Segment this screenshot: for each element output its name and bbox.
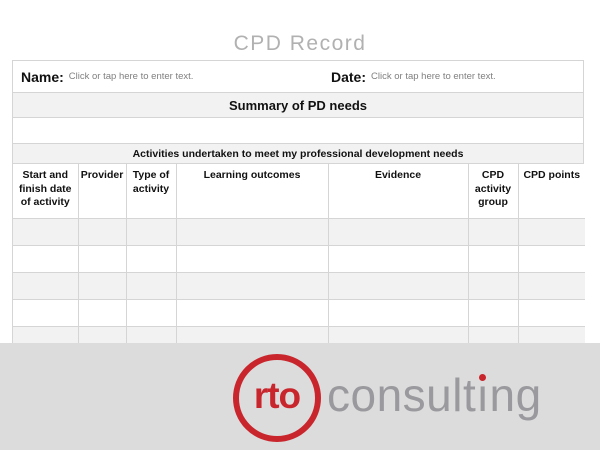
table-row xyxy=(13,218,585,246)
name-input-placeholder[interactable]: Click or tap here to enter text. xyxy=(68,71,194,82)
name-field-group: Name: Click or tap here to enter text. xyxy=(21,61,193,92)
cpd-record-form: Name: Click or tap here to enter text. D… xyxy=(12,60,585,354)
logo-circle-text: rto xyxy=(253,375,301,416)
column-header-cpd-activity-group: CPD activity group xyxy=(468,164,519,219)
activities-section-header: Activities undertaken to meet my profess… xyxy=(13,144,583,164)
name-label: Name: xyxy=(21,68,64,85)
table-cell[interactable] xyxy=(126,245,177,273)
activities-table: Start and finish date of activity Provid… xyxy=(13,164,585,353)
table-cell[interactable] xyxy=(78,245,127,273)
table-cell[interactable] xyxy=(518,299,585,327)
table-cell[interactable] xyxy=(176,245,329,273)
table-cell[interactable] xyxy=(176,299,329,327)
table-cell[interactable] xyxy=(78,299,127,327)
table-cell[interactable] xyxy=(13,299,79,327)
red-dot-icon xyxy=(479,373,487,381)
logo-letter-i: ı xyxy=(476,372,489,418)
date-field-group: Date: Click or tap here to enter text. xyxy=(331,61,496,92)
column-header-start-finish-date: Start and finish date of activity xyxy=(13,164,79,219)
table-cell[interactable] xyxy=(13,245,79,273)
table-row xyxy=(13,299,585,327)
table-row xyxy=(13,272,585,300)
table-cell[interactable] xyxy=(13,218,79,246)
table-cell[interactable] xyxy=(328,245,469,273)
column-header-provider: Provider xyxy=(78,164,127,219)
table-cell[interactable] xyxy=(78,272,127,300)
date-label: Date: xyxy=(331,68,367,85)
table-cell[interactable] xyxy=(126,218,177,246)
date-input-placeholder[interactable]: Click or tap here to enter text. xyxy=(371,71,496,82)
table-cell[interactable] xyxy=(518,218,585,246)
name-date-row: Name: Click or tap here to enter text. D… xyxy=(13,61,583,93)
table-cell[interactable] xyxy=(176,272,329,300)
table-cell[interactable] xyxy=(13,272,79,300)
logo-wordmark: consultı ng xyxy=(327,372,542,418)
footer-band: rto consultı ng xyxy=(0,343,600,450)
table-cell[interactable] xyxy=(126,272,177,300)
summary-of-pd-needs-header: Summary of PD needs xyxy=(13,93,583,118)
table-cell[interactable] xyxy=(176,218,329,246)
logo-word-part1: consult xyxy=(327,368,477,421)
table-cell[interactable] xyxy=(468,245,519,273)
column-header-evidence: Evidence xyxy=(328,164,469,219)
table-cell[interactable] xyxy=(78,218,127,246)
logo-dotless-i: ı xyxy=(476,368,490,421)
table-cell[interactable] xyxy=(328,272,469,300)
table-cell[interactable] xyxy=(126,299,177,327)
table-cell[interactable] xyxy=(468,272,519,300)
table-cell[interactable] xyxy=(468,299,519,327)
table-cell[interactable] xyxy=(328,299,469,327)
table-row xyxy=(13,245,585,273)
table-cell[interactable] xyxy=(468,218,519,246)
column-header-learning-outcomes: Learning outcomes xyxy=(176,164,329,219)
table-cell[interactable] xyxy=(518,245,585,273)
table-cell[interactable] xyxy=(518,272,585,300)
summary-of-pd-needs-input[interactable] xyxy=(13,118,583,144)
logo-circle-icon: rto xyxy=(233,353,321,442)
column-header-type-of-activity: Type of activity xyxy=(126,164,177,219)
table-cell[interactable] xyxy=(328,218,469,246)
rto-consulting-logo: rto consultı ng xyxy=(233,343,542,450)
page-title: CPD Record xyxy=(233,32,367,55)
logo-word-part2: ng xyxy=(489,368,542,421)
table-header-row: Start and finish date of activity Provid… xyxy=(13,164,585,219)
column-header-cpd-points: CPD points xyxy=(518,164,585,219)
